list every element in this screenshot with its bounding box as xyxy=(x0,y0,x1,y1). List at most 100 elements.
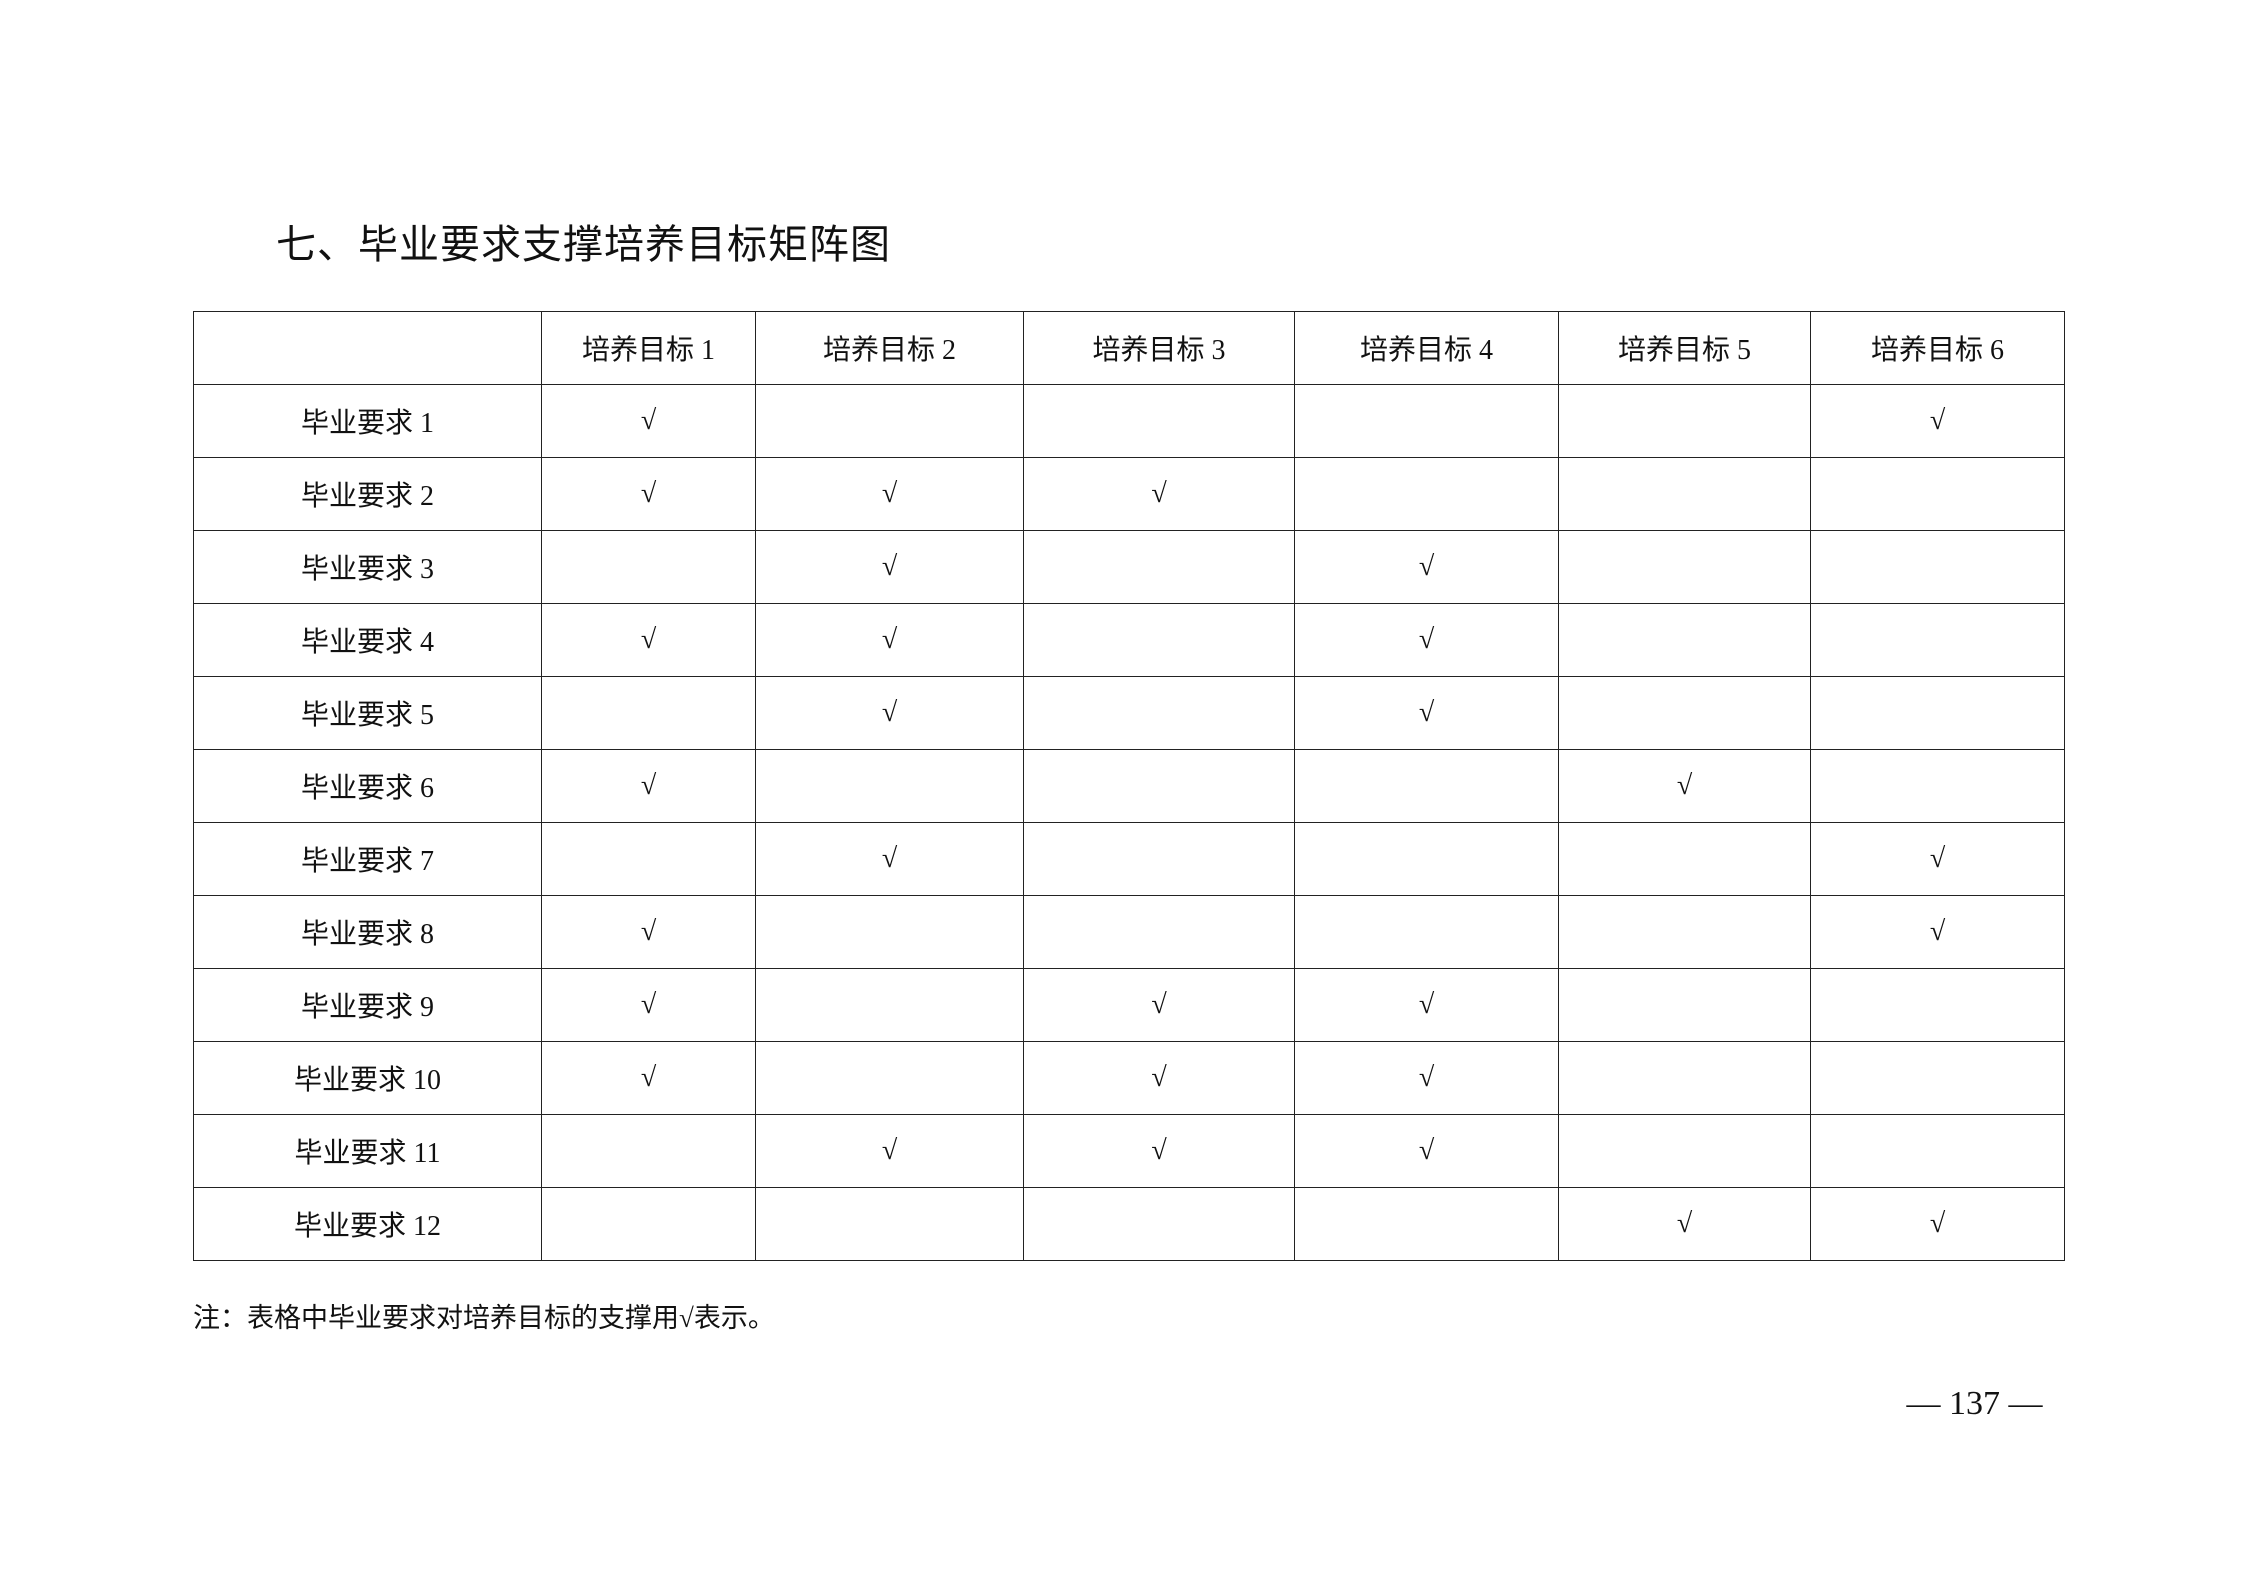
row-label: 毕业要求 12 xyxy=(193,1187,542,1261)
check-mark: √ xyxy=(881,697,898,728)
check-mark: √ xyxy=(1929,405,1946,436)
matrix-cell xyxy=(1294,384,1559,458)
matrix-cell xyxy=(1023,530,1295,604)
matrix-cell: √ xyxy=(1294,603,1559,677)
matrix-cell xyxy=(1023,822,1295,896)
corner-cell xyxy=(193,311,542,385)
check-mark: √ xyxy=(1676,1208,1693,1239)
matrix-cell: √ xyxy=(1023,1041,1295,1115)
matrix-cell: √ xyxy=(541,895,756,969)
matrix-table: 培养目标 1 培养目标 2 培养目标 3 培养目标 4 培养目标 5 培养目标 6 毕业要… xyxy=(193,311,2065,1261)
matrix-cell xyxy=(1023,895,1295,969)
page-title: 七、毕业要求支撑培养目标矩阵图 xyxy=(276,222,891,268)
matrix-cell: √ xyxy=(1558,749,1811,823)
check-mark: √ xyxy=(881,551,898,582)
table-row: 毕业要求 1 √ √ xyxy=(193,384,2065,458)
table-row: 毕业要求 4 √ √ √ xyxy=(193,603,2065,677)
matrix-cell xyxy=(1294,822,1559,896)
row-label: 毕业要求 2 xyxy=(193,457,542,531)
matrix-cell xyxy=(1023,1187,1295,1261)
header-row: 培养目标 1 培养目标 2 培养目标 3 培养目标 4 培养目标 5 培养目标 6 xyxy=(193,311,2065,385)
column-header: 培养目标 4 xyxy=(1294,311,1559,385)
check-mark: √ xyxy=(640,770,657,801)
check-mark: √ xyxy=(640,405,657,436)
matrix-cell xyxy=(1558,895,1811,969)
matrix-cell: √ xyxy=(1023,457,1295,531)
row-label: 毕业要求 5 xyxy=(193,676,542,750)
matrix-cell xyxy=(1810,457,2065,531)
matrix-cell: √ xyxy=(541,457,756,531)
check-mark: √ xyxy=(1929,843,1946,874)
column-header: 培养目标 1 xyxy=(541,311,756,385)
check-mark: √ xyxy=(1418,1135,1435,1166)
matrix-cell xyxy=(1294,895,1559,969)
check-mark: √ xyxy=(881,1135,898,1166)
matrix-cell xyxy=(1558,676,1811,750)
check-mark: √ xyxy=(881,478,898,509)
matrix-cell xyxy=(541,676,756,750)
matrix-cell xyxy=(1558,1041,1811,1115)
matrix-cell: √ xyxy=(1810,384,2065,458)
row-label: 毕业要求 10 xyxy=(193,1041,542,1115)
matrix-cell: √ xyxy=(755,822,1024,896)
matrix-cell: √ xyxy=(1294,1114,1559,1188)
matrix-cell: √ xyxy=(541,603,756,677)
check-mark: √ xyxy=(1151,1062,1167,1093)
table-row: 毕业要求 6 √ √ xyxy=(193,749,2065,823)
matrix-cell xyxy=(541,822,756,896)
matrix-cell xyxy=(755,384,1024,458)
column-header: 培养目标 2 xyxy=(755,311,1024,385)
matrix-cell: √ xyxy=(1810,1187,2065,1261)
table-row: 毕业要求 5 √ √ xyxy=(193,676,2065,750)
matrix-cell xyxy=(1023,676,1295,750)
check-mark: √ xyxy=(1418,624,1435,655)
row-label: 毕业要求 11 xyxy=(193,1114,542,1188)
column-header: 培养目标 6 xyxy=(1810,311,2065,385)
matrix-cell xyxy=(1294,457,1559,531)
row-label: 毕业要求 3 xyxy=(193,530,542,604)
table-row: 毕业要求 2 √ √ √ xyxy=(193,457,2065,531)
page-number: — 137 — xyxy=(1906,1385,2043,1422)
check-mark: √ xyxy=(1418,989,1435,1020)
matrix-cell xyxy=(541,1187,756,1261)
table-row: 毕业要求 10 √ √ √ xyxy=(193,1041,2065,1115)
matrix-cell: √ xyxy=(1558,1187,1811,1261)
row-label: 毕业要求 8 xyxy=(193,895,542,969)
matrix-cell xyxy=(1810,530,2065,604)
matrix-cell xyxy=(1810,968,2065,1042)
matrix-cell: √ xyxy=(541,968,756,1042)
matrix-cell: √ xyxy=(541,1041,756,1115)
matrix-cell xyxy=(755,749,1024,823)
matrix-cell xyxy=(1023,603,1295,677)
row-label: 毕业要求 6 xyxy=(193,749,542,823)
matrix-cell xyxy=(1558,530,1811,604)
check-mark: √ xyxy=(1418,1062,1435,1093)
check-mark: √ xyxy=(1929,916,1946,947)
matrix-cell: √ xyxy=(1294,1041,1559,1115)
matrix-cell xyxy=(1558,603,1811,677)
table-row: 毕业要求 8 √ √ xyxy=(193,895,2065,969)
column-header: 培养目标 5 xyxy=(1558,311,1811,385)
matrix-cell xyxy=(1558,968,1811,1042)
matrix-cell: √ xyxy=(541,749,756,823)
check-mark: √ xyxy=(1151,1135,1167,1166)
matrix-cell xyxy=(755,1187,1024,1261)
matrix-cell xyxy=(541,530,756,604)
check-mark: √ xyxy=(881,843,898,874)
table-row: 毕业要求 3 √ √ xyxy=(193,530,2065,604)
check-mark: √ xyxy=(1151,478,1167,509)
check-mark: √ xyxy=(1676,770,1693,801)
row-label: 毕业要求 9 xyxy=(193,968,542,1042)
matrix-cell xyxy=(1294,1187,1559,1261)
check-mark: √ xyxy=(1929,1208,1946,1239)
table-row: 毕业要求 11 √ √ √ xyxy=(193,1114,2065,1188)
check-mark: √ xyxy=(1418,697,1435,728)
matrix-cell: √ xyxy=(755,530,1024,604)
matrix-cell: √ xyxy=(755,1114,1024,1188)
check-mark: √ xyxy=(640,989,657,1020)
matrix-cell: √ xyxy=(541,384,756,458)
matrix-cell xyxy=(541,1114,756,1188)
check-mark: √ xyxy=(640,624,657,655)
table-row: 毕业要求 9 √ √ √ xyxy=(193,968,2065,1042)
table-row: 毕业要求 7 √ √ xyxy=(193,822,2065,896)
